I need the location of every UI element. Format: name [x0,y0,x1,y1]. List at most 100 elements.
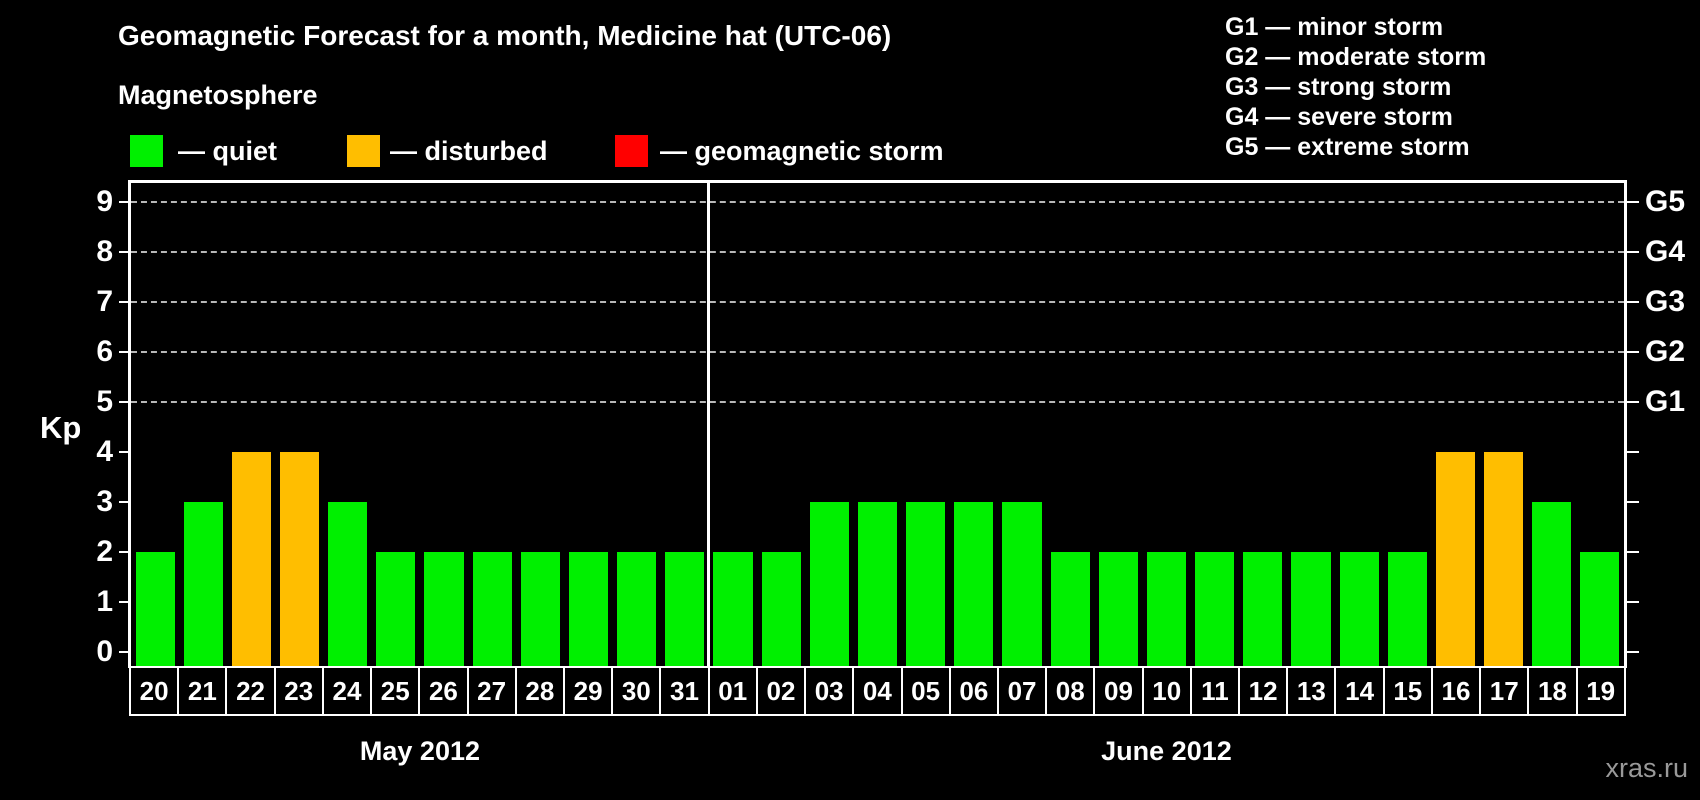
day-label: 20 [131,668,180,714]
kp-axis-label: 9 [96,185,113,218]
chart-title: Geomagnetic Forecast for a month, Medici… [118,20,892,51]
day-label: 08 [1047,668,1096,714]
kp-bar-day-08 [1050,552,1090,668]
g-axis-tick [1627,601,1639,603]
kp-bar-day-11 [1195,552,1235,668]
g-axis-label: G3 [1645,285,1686,318]
day-label: 18 [1529,668,1578,714]
legend-label-storm: — geomagnetic storm [660,136,944,166]
storm-scale-entry: G4 — severe storm [1225,103,1453,131]
gridline-kp-8 [131,251,1624,253]
kp-bar-day-18 [1532,502,1572,668]
g-axis-label: G1 [1645,385,1686,418]
kp-axis-tick [119,351,131,353]
day-label: 26 [420,668,469,714]
kp-bar-day-26 [424,552,464,668]
kp-bar-day-22 [231,452,271,668]
kp-bar-day-14 [1339,552,1379,668]
kp-axis-label: 2 [96,535,113,568]
legend-label-quiet: — quiet [178,136,277,166]
day-label: 15 [1385,668,1433,714]
day-axis: 20 21 22 23 24 25 26 27 28 29 30 31 01 02 03 04 05 06 07 08… [129,666,1626,716]
kp-bar-day-24 [328,502,368,668]
kp-bar-day-07 [1002,502,1042,668]
g-axis-tick [1627,201,1639,203]
g-axis-tick [1627,301,1639,303]
kp-bar-day-10 [1146,552,1187,668]
kp-axis-label: 1 [96,585,113,618]
day-label: 24 [324,668,373,714]
g-axis-tick [1627,551,1639,553]
kp-bar-day-27 [472,552,512,668]
day-label: 12 [1240,668,1289,714]
kp-axis-label: 6 [96,335,113,368]
storm-scale-entry: G2 — moderate storm [1225,43,1487,71]
legend-swatch-storm [615,135,648,167]
g-axis-tick [1627,351,1639,353]
kp-axis-title: Kp [40,410,82,445]
g-axis-tick [1627,251,1639,253]
gridline-kp-7 [131,301,1624,303]
kp-bar-day-15 [1387,552,1427,668]
day-label: 21 [179,668,228,714]
day-label: 11 [1192,668,1241,714]
day-label: 05 [903,668,951,714]
kp-bar-day-17 [1484,452,1524,668]
day-label: 17 [1481,668,1530,714]
g-axis-tick [1627,651,1639,653]
month-label: June 2012 [1101,736,1232,766]
kp-bar-day-05 [906,502,946,668]
day-label: 27 [469,668,517,714]
kp-axis-label: 8 [96,235,113,268]
gridline-kp-9 [131,201,1624,203]
day-label: 25 [372,668,421,714]
day-label: 10 [1144,668,1192,714]
watermark: xras.ru [1605,753,1688,783]
day-label: 29 [565,668,614,714]
day-label: 01 [710,668,758,714]
kp-bar-day-21 [183,502,223,668]
day-label: 09 [1095,668,1144,714]
storm-scale-entry: G1 — minor storm [1225,13,1444,41]
day-label: 16 [1433,668,1482,714]
kp-bar-day-01 [713,552,753,668]
g-axis-tick [1627,401,1639,403]
kp-bar-day-23 [279,452,320,668]
day-label: 22 [227,668,276,714]
kp-axis-tick [119,451,131,453]
day-label: 23 [276,668,324,714]
legend-swatch-quiet [130,135,163,167]
day-label: 04 [854,668,903,714]
kp-bar-day-30 [617,552,657,668]
legend-swatch-disturbed [347,135,380,167]
kp-bar-day-29 [568,552,609,668]
day-label: 14 [1336,668,1385,714]
g-axis-tick [1627,501,1639,503]
day-label: 13 [1288,668,1337,714]
kp-bar-day-09 [1098,552,1138,668]
kp-axis-tick [119,501,131,503]
kp-axis-label: 0 [96,635,113,668]
kp-bar-day-19 [1580,552,1620,668]
legend-label-disturbed: — disturbed [390,136,548,166]
day-label: 28 [517,668,565,714]
storm-scale-entry: G3 — strong storm [1225,73,1452,101]
g-axis-label: G2 [1645,335,1686,368]
kp-bar-day-28 [520,552,560,668]
kp-bar-day-12 [1243,552,1283,668]
gridline-kp-5 [131,401,1624,403]
day-label: 07 [999,668,1048,714]
kp-bar-day-06 [954,502,994,668]
day-label: 30 [613,668,662,714]
g-axis-tick [1627,451,1639,453]
magnetosphere-legend-heading: Magnetosphere [118,80,318,110]
kp-bar-day-13 [1291,552,1331,668]
day-label: 19 [1586,676,1616,706]
kp-bar-day-16 [1435,452,1475,668]
kp-bar-day-25 [376,552,416,668]
day-label: 02 [758,668,807,714]
kp-bar-day-03 [809,502,849,668]
kp-axis-label: 4 [96,435,113,468]
kp-axis-label: 3 [96,485,113,518]
